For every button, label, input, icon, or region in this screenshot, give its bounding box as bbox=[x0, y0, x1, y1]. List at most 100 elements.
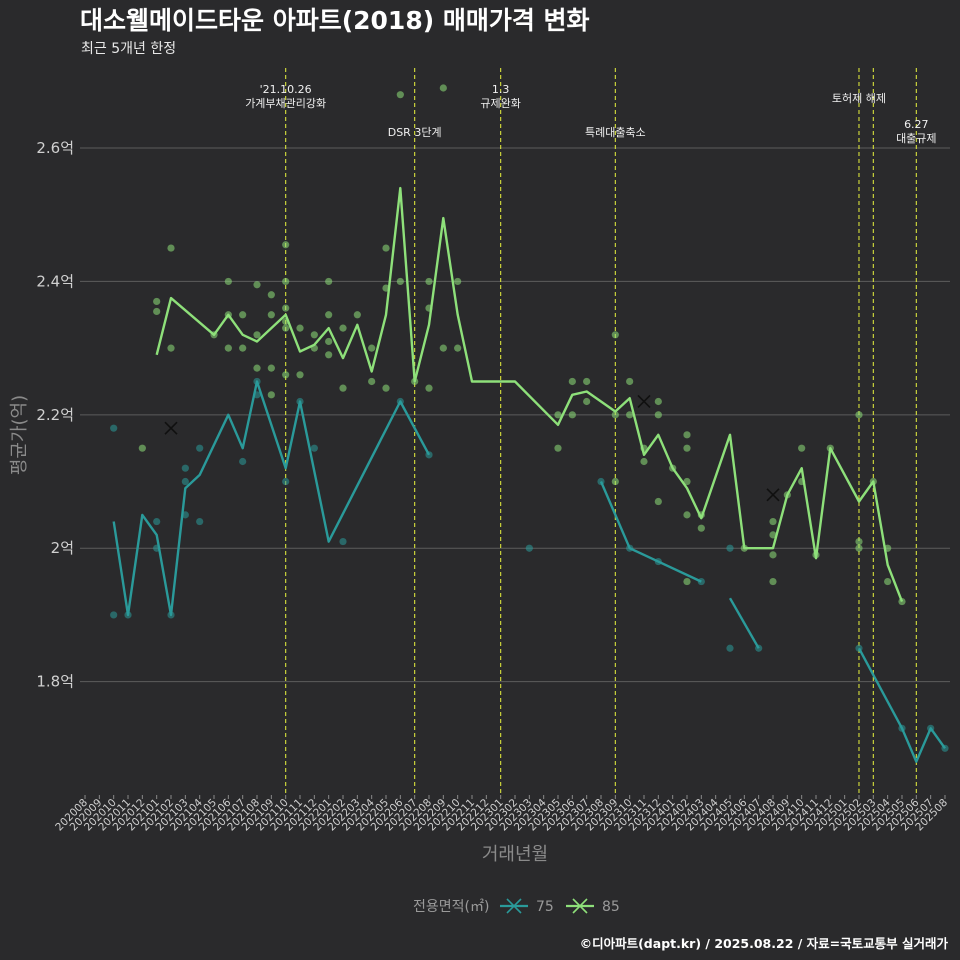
data-point-85 bbox=[554, 444, 562, 452]
data-point-75 bbox=[898, 724, 906, 732]
data-point-85 bbox=[167, 244, 175, 252]
data-point-85 bbox=[626, 411, 634, 419]
data-point-85 bbox=[654, 397, 662, 406]
data-point-75 bbox=[339, 537, 347, 546]
data-point-85 bbox=[353, 311, 361, 319]
data-point-85 bbox=[267, 311, 275, 319]
data-point-85 bbox=[382, 284, 390, 292]
data-point-85 bbox=[224, 344, 232, 352]
data-point-85 bbox=[611, 411, 619, 419]
event-label: 특례대출축소 bbox=[585, 126, 646, 139]
data-point-85 bbox=[325, 311, 333, 319]
cross-marker-85 bbox=[637, 394, 651, 409]
cross-stroke bbox=[637, 394, 651, 409]
data-point-85 bbox=[439, 344, 447, 352]
data-point-85 bbox=[683, 431, 691, 439]
legend-swatch-cross bbox=[572, 898, 588, 914]
data-point-85 bbox=[153, 297, 161, 306]
legend-swatch-cross bbox=[506, 898, 522, 914]
data-point-85 bbox=[568, 377, 576, 386]
data-point-85 bbox=[210, 331, 218, 339]
data-point-75 bbox=[124, 611, 132, 619]
data-point-85 bbox=[812, 551, 820, 559]
cross-marker-75 bbox=[164, 421, 178, 435]
data-point-85 bbox=[282, 324, 290, 332]
legend-item-75: 75 bbox=[500, 898, 554, 915]
data-point-85 bbox=[153, 307, 161, 316]
data-point-85 bbox=[267, 391, 275, 399]
data-point-75 bbox=[425, 451, 433, 459]
legend-item-85: 85 bbox=[566, 898, 620, 915]
event-label: DSR 3단계 bbox=[388, 126, 442, 139]
data-point-75 bbox=[110, 424, 118, 432]
data-point-75 bbox=[927, 724, 935, 732]
data-point-85 bbox=[783, 491, 791, 499]
data-point-85 bbox=[583, 377, 591, 386]
data-point-75 bbox=[697, 577, 705, 586]
cross-stroke bbox=[164, 421, 178, 435]
data-point-85 bbox=[396, 91, 404, 99]
data-point-85 bbox=[239, 311, 247, 319]
data-point-85 bbox=[411, 377, 419, 386]
data-point-85 bbox=[683, 577, 691, 586]
legend-title: 전용면적(㎡) bbox=[413, 899, 489, 915]
data-point-85 bbox=[798, 444, 806, 452]
data-point-85 bbox=[640, 457, 648, 466]
y-tick-label: 1.8억 bbox=[36, 673, 74, 691]
data-point-75 bbox=[755, 644, 763, 652]
data-point-75 bbox=[153, 544, 161, 552]
data-point-85 bbox=[769, 577, 777, 586]
series-line-85 bbox=[155, 186, 904, 603]
y-axis-ticks: 1.8억 2억 2.2억 2.4억 2.6억 bbox=[36, 139, 74, 691]
data-point-85 bbox=[282, 317, 290, 326]
data-point-75 bbox=[525, 544, 533, 552]
data-point-85 bbox=[282, 371, 290, 379]
cross-stroke bbox=[766, 488, 780, 502]
data-point-75 bbox=[153, 517, 161, 526]
event-label: 가계부채관리강화 bbox=[245, 97, 326, 110]
data-point-85 bbox=[769, 531, 777, 539]
data-point-85 bbox=[454, 277, 462, 286]
data-point-85 bbox=[697, 524, 705, 532]
data-point-75 bbox=[196, 517, 204, 526]
data-point-85 bbox=[554, 411, 562, 419]
data-point-75 bbox=[239, 457, 247, 466]
series-line-75 bbox=[599, 481, 702, 583]
data-point-85 bbox=[368, 344, 376, 352]
data-point-75 bbox=[941, 744, 949, 752]
x-axis-title: 거래년월 bbox=[482, 844, 548, 865]
data-point-75 bbox=[855, 644, 863, 652]
cross-marker-85 bbox=[766, 488, 780, 502]
series-points bbox=[110, 84, 949, 752]
chart-subtitle: 최근 5개년 한정 bbox=[81, 41, 176, 57]
series-line-75 bbox=[112, 380, 431, 617]
data-point-85 bbox=[439, 84, 447, 92]
data-point-85 bbox=[611, 477, 619, 486]
legend-label: 85 bbox=[602, 899, 620, 915]
event-lines bbox=[285, 68, 917, 795]
data-point-75 bbox=[296, 397, 304, 406]
y-tick-label: 2.6억 bbox=[36, 139, 74, 157]
data-point-85 bbox=[239, 344, 247, 352]
data-point-85 bbox=[855, 544, 863, 552]
event-label: 1.3 bbox=[492, 83, 510, 96]
data-point-85 bbox=[568, 411, 576, 419]
data-point-85 bbox=[898, 597, 906, 606]
data-point-85 bbox=[884, 577, 892, 586]
data-point-75 bbox=[253, 377, 261, 386]
data-point-75 bbox=[181, 464, 189, 472]
data-point-85 bbox=[640, 444, 648, 452]
data-point-85 bbox=[282, 241, 290, 249]
data-point-85 bbox=[368, 377, 376, 386]
data-point-85 bbox=[769, 551, 777, 559]
data-point-75 bbox=[110, 611, 118, 619]
data-point-75 bbox=[726, 644, 734, 652]
data-point-75 bbox=[626, 544, 634, 552]
data-point-85 bbox=[683, 477, 691, 486]
grid bbox=[80, 147, 950, 683]
data-point-75 bbox=[167, 611, 175, 619]
event-label: 토허제 해제 bbox=[832, 91, 886, 105]
data-point-85 bbox=[253, 364, 261, 372]
data-point-85 bbox=[425, 277, 433, 286]
data-point-85 bbox=[224, 277, 232, 286]
